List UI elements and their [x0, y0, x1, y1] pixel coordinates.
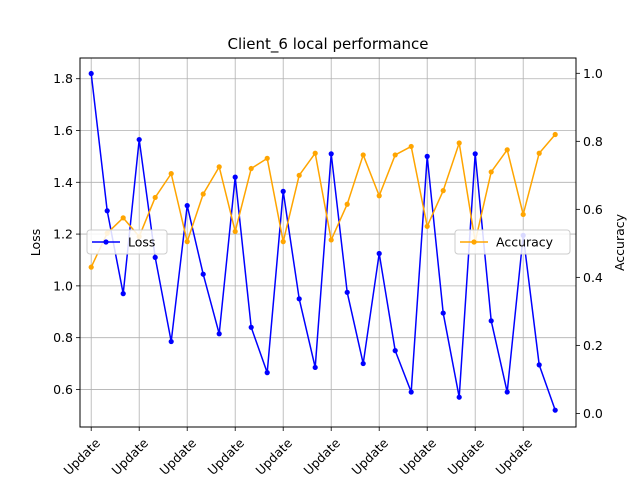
y-tick-label-right: 1.0: [583, 66, 603, 81]
loss-point: [392, 348, 398, 354]
y-tick-label-right: 0.6: [583, 202, 603, 217]
loss-point: [232, 174, 238, 180]
loss-point: [200, 271, 206, 277]
y-axis-label-left: Loss: [28, 229, 43, 256]
loss-point: [168, 338, 174, 345]
axes: Update Update Update Update Update Update Upda…: [53, 66, 603, 478]
accuracy-point: [440, 188, 446, 194]
legend-label: Loss: [128, 235, 155, 250]
loss-point: [456, 394, 462, 400]
accuracy-point: [456, 140, 462, 146]
y-tick-label-left: 1.6: [53, 123, 73, 138]
loss-point: [136, 136, 142, 143]
chart-title: Client_6 local performance: [227, 35, 428, 54]
legend-loss: Loss: [86, 229, 168, 255]
accuracy-point: [360, 152, 366, 158]
legend-marker-swatch: [471, 239, 477, 245]
loss-point: [296, 296, 302, 302]
accuracy-point: [408, 143, 414, 150]
y-tick-label-left: 1.0: [53, 278, 73, 293]
loss-point: [408, 389, 414, 395]
loss-line: [90, 73, 556, 411]
accuracy-point: [216, 164, 222, 170]
accuracy-point: [200, 191, 206, 197]
accuracy-point: [488, 169, 494, 175]
accuracy-point: [248, 165, 254, 172]
legend-label: Accuracy: [496, 235, 554, 250]
accuracy-point: [184, 239, 190, 245]
accuracy-point: [232, 228, 238, 235]
y-tick-label-right: 0.8: [583, 134, 603, 149]
y-tick-label-left: 1.4: [53, 175, 73, 190]
accuracy-point: [88, 264, 94, 270]
y-tick-label-left: 1.2: [53, 227, 73, 242]
accuracy-point: [344, 201, 350, 207]
x-tick-label: Update: [252, 435, 295, 478]
y-tick-label-left: 0.8: [53, 330, 73, 345]
accuracy-point: [152, 194, 158, 201]
loss-point: [360, 360, 366, 367]
accuracy-point: [536, 150, 542, 156]
legend-marker-swatch: [103, 239, 109, 245]
loss-point: [328, 151, 334, 157]
loss-point: [488, 318, 494, 324]
legends: Loss Accuracy: [86, 229, 571, 255]
loss-point: [344, 289, 350, 295]
x-tick-label: Update: [60, 435, 103, 478]
loss-point: [216, 331, 222, 337]
legend-accuracy: Accuracy: [454, 229, 571, 255]
x-tick-label: Update: [300, 435, 343, 478]
x-tick-label: Update: [396, 435, 439, 478]
plot-frame: [79, 57, 577, 428]
y-tick-label-left: 0.6: [53, 382, 73, 397]
accuracy-point: [264, 155, 270, 161]
accuracy-point: [120, 215, 126, 221]
loss-point: [536, 362, 542, 368]
x-tick-label: Update: [156, 435, 199, 478]
loss-point: [88, 70, 94, 77]
x-tick-label: Update: [492, 435, 535, 478]
loss-point: [184, 203, 190, 209]
series-loss: [88, 70, 558, 413]
loss-point: [104, 208, 110, 214]
x-tick-label: Update: [444, 435, 487, 478]
loss-point: [152, 254, 158, 260]
loss-point: [376, 250, 382, 257]
legend-box: [454, 229, 571, 255]
accuracy-point: [392, 152, 398, 158]
accuracy-point: [424, 223, 430, 229]
accuracy-point: [280, 239, 286, 245]
y-tick-label-left: 1.8: [53, 71, 73, 86]
x-tick-label: Update: [204, 435, 247, 478]
loss-point: [440, 310, 446, 316]
y-tick-label-right: 0.2: [583, 338, 603, 353]
y-tick-label-right: 0.0: [583, 406, 603, 421]
loss-point: [504, 389, 510, 395]
loss-point: [552, 407, 558, 413]
loss-point: [312, 364, 318, 371]
legend-box: [86, 229, 168, 255]
accuracy-point: [328, 237, 334, 243]
accuracy-point: [168, 171, 174, 177]
loss-point: [472, 151, 478, 157]
accuracy-point: [520, 211, 526, 218]
loss-point: [248, 324, 254, 330]
accuracy-point: [376, 193, 382, 199]
loss-point: [120, 291, 126, 297]
accuracy-point: [504, 147, 510, 153]
accuracy-point: [552, 131, 558, 138]
x-tick-label: Update: [108, 435, 151, 478]
loss-point: [280, 188, 286, 194]
y-axis-label-right: Accuracy: [612, 213, 627, 271]
accuracy-point: [296, 172, 302, 178]
accuracy-point: [312, 150, 318, 156]
x-tick-label: Update: [348, 435, 391, 478]
y-tick-label-right: 0.4: [583, 270, 603, 285]
loss-point: [424, 153, 430, 159]
loss-point: [264, 370, 270, 376]
